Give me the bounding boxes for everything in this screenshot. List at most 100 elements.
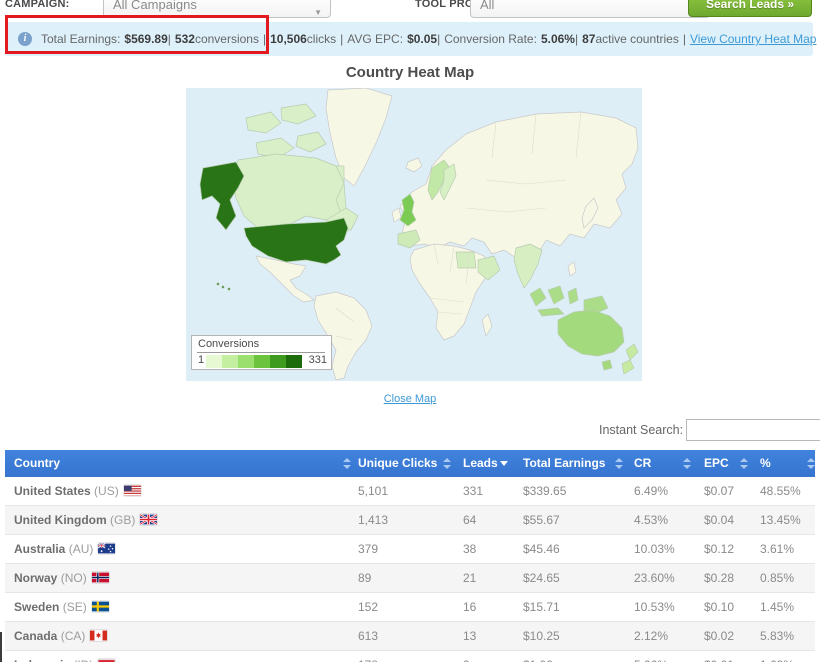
total-earnings-cell: $45.46 <box>523 542 560 556</box>
sort-icon[interactable] <box>807 458 815 469</box>
instant-search-label: Instant Search: <box>599 423 684 437</box>
epc-cell: $0.01 <box>704 651 734 662</box>
country-name: Indonesia <box>14 658 70 662</box>
country-name: United Kingdom <box>14 513 107 527</box>
clicks-label: clicks <box>306 32 337 46</box>
avg-epc-label: AVG EPC: <box>347 32 404 46</box>
epc-cell: $0.10 <box>704 600 735 614</box>
info-icon <box>18 32 32 46</box>
country-code: (US) <box>94 484 119 498</box>
table-row: Sweden (SE) 152 16 $15.71 10.53% $0.10 1… <box>5 593 815 622</box>
leads-cell: 38 <box>463 542 477 556</box>
summary-bar: Total Earnings:$569.89|532conversions|10… <box>5 22 816 56</box>
id-flag-icon <box>98 659 116 662</box>
epc-cell: $0.07 <box>704 484 735 498</box>
world-heat-map: Conversions 1 331 <box>186 87 642 381</box>
leads-cell: 16 <box>463 600 477 614</box>
leads-cell: 331 <box>463 484 484 498</box>
separator: | <box>167 32 171 46</box>
separator: | <box>340 32 344 46</box>
country-name: Australia <box>14 542 66 556</box>
instant-search-input[interactable] <box>686 419 820 441</box>
header-leads[interactable]: Leads <box>463 456 498 470</box>
se-flag-icon <box>91 601 109 612</box>
heat-map-title: Country Heat Map <box>345 64 475 81</box>
unique-clicks-cell: 379 <box>358 542 379 556</box>
unique-clicks-cell: 5,101 <box>358 484 389 498</box>
table-row: United Kingdom (GB) 1,413 64 $55.67 4.53… <box>5 506 815 535</box>
table-row: Norway (NO) 89 21 $24.65 23.60% $0.28 0.… <box>5 564 815 593</box>
country-indonesia <box>529 285 609 317</box>
total-earnings-label: Total Earnings: <box>41 32 121 46</box>
header-epc[interactable]: EPC <box>704 456 729 470</box>
header-country[interactable]: Country <box>14 456 60 470</box>
total-earnings-cell: $55.67 <box>523 513 560 527</box>
sort-desc-icon[interactable] <box>500 461 508 466</box>
sort-icon[interactable] <box>443 458 451 469</box>
country-code: (NO) <box>60 571 87 585</box>
summary-text: Total Earnings: $569.89| 532conversions | 10… <box>41 22 820 56</box>
legend-title: Conversions <box>198 338 260 350</box>
header-percent[interactable]: % <box>760 456 771 470</box>
epc-cell: $0.02 <box>704 629 735 643</box>
sort-icon[interactable] <box>343 458 351 469</box>
cr-cell: 10.53% <box>634 600 675 614</box>
clicks-value: 10,506 <box>270 32 307 46</box>
landmass-group <box>255 87 639 381</box>
sort-icon[interactable] <box>683 458 691 469</box>
table-row: Indonesia (ID) 178 9 $1.90 5.06% $0.01 1… <box>5 651 815 662</box>
country-india <box>513 243 543 289</box>
percent-cell: 5.83% <box>760 629 795 643</box>
ca-flag-icon <box>90 630 108 641</box>
country-spain <box>397 229 421 249</box>
header-total-earnings[interactable]: Total Earnings <box>523 456 606 470</box>
total-earnings-cell: $339.65 <box>523 484 567 498</box>
world-map-svg <box>186 87 642 381</box>
country-name: United States <box>14 484 91 498</box>
total-earnings-value: $569.89 <box>124 32 168 46</box>
view-heat-map-link[interactable]: View Country Heat Map <box>689 32 817 46</box>
percent-cell: 13.45% <box>760 513 801 527</box>
separator: | <box>682 32 686 46</box>
cr-cell: 6.49% <box>634 484 669 498</box>
legend-max-value: 331 <box>308 354 327 366</box>
active-countries-value: 87 <box>582 32 596 46</box>
close-map-link[interactable]: Close Map <box>383 393 437 405</box>
country-code: (SE) <box>62 600 87 614</box>
gb-flag-icon <box>139 513 158 526</box>
cr-cell: 4.53% <box>634 513 669 527</box>
sort-icon[interactable] <box>615 458 623 469</box>
country-code: (ID) <box>73 658 93 662</box>
country-saudi-arabia <box>477 255 501 281</box>
country-name: Sweden <box>14 600 60 614</box>
total-earnings-cell: $10.25 <box>523 629 560 643</box>
country-sweden <box>439 163 457 201</box>
leads-cell: 13 <box>463 629 477 643</box>
total-earnings-cell: $15.71 <box>523 600 560 614</box>
separator: | <box>262 32 267 46</box>
close-map-row: Close Map <box>0 393 820 405</box>
unique-clicks-cell: 89 <box>358 571 372 585</box>
country-australia <box>557 309 625 371</box>
table-row: Australia (AU) 379 38 $45.46 10.03% $0.1… <box>5 535 815 564</box>
conversion-rate-label: Conversion Rate: <box>444 32 537 46</box>
leads-cell: 21 <box>463 571 477 585</box>
separator: | <box>574 32 579 46</box>
unique-clicks-cell: 613 <box>358 629 379 643</box>
annotation-highlight-box <box>5 15 269 54</box>
country-new-zealand <box>621 343 639 375</box>
unique-clicks-cell: 152 <box>358 600 379 614</box>
country-borders <box>335 111 582 341</box>
country-code: (CA) <box>60 629 86 643</box>
no-flag-icon <box>91 572 109 583</box>
header-cr[interactable]: CR <box>634 456 652 470</box>
tool-profile-select[interactable]: All <box>470 0 710 18</box>
country-name: Canada <box>14 629 58 643</box>
legend-divider <box>197 352 325 353</box>
search-leads-button[interactable]: Search Leads » <box>688 0 812 17</box>
campaign-select-value: All Campaigns <box>113 0 197 12</box>
sort-icon[interactable] <box>740 458 748 469</box>
text-cursor-artifact <box>0 632 2 662</box>
header-unique-clicks[interactable]: Unique Clicks <box>358 456 438 470</box>
